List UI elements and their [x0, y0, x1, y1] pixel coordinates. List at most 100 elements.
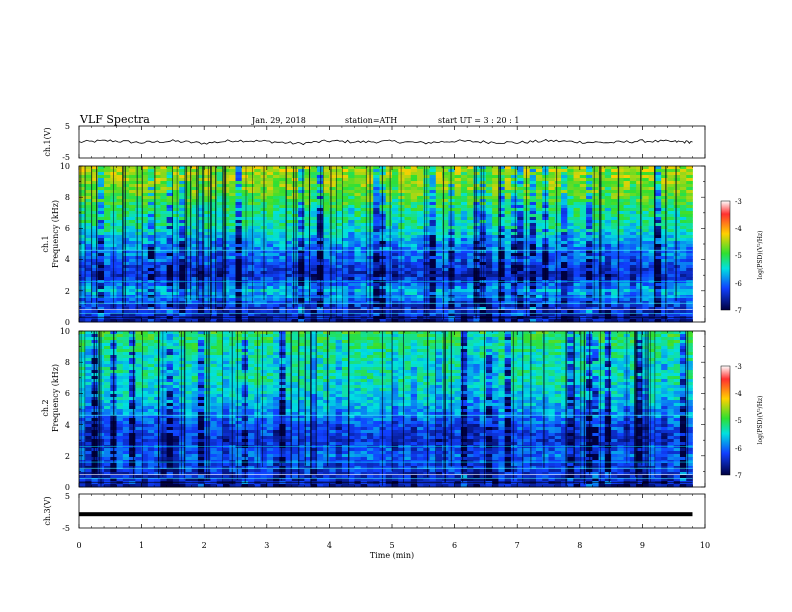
spectrogram-cell — [648, 193, 656, 197]
spectrogram-cell — [104, 304, 111, 308]
spectrogram-cell — [97, 277, 105, 281]
spectrogram-cell — [398, 271, 405, 275]
spectrogram-cell — [561, 268, 568, 272]
spectrogram-cell — [241, 166, 249, 170]
spectrogram-cell — [185, 250, 193, 254]
spectrogram-cell — [154, 292, 161, 296]
spectrogram-cell — [154, 313, 161, 317]
spectrogram-cell — [629, 238, 637, 242]
spectrogram-cell — [360, 274, 368, 278]
spectrogram-cell — [604, 196, 612, 200]
spectrogram-cell — [210, 169, 218, 173]
spectrogram-cell — [442, 313, 449, 317]
spectrogram-cell — [623, 265, 631, 269]
ch1-ytick-top: 5 — [65, 122, 70, 131]
spectrogram-cell — [554, 214, 562, 218]
spectrogram-cell — [104, 220, 111, 224]
spectrogram-cell — [298, 301, 305, 305]
spectrogram-cell — [392, 253, 399, 257]
spectrogram-cell — [629, 223, 637, 227]
spectrogram-cell — [273, 220, 280, 224]
spectrogram-cell — [235, 283, 243, 287]
spectrogram-cell — [686, 175, 693, 179]
spectrogram-cell — [529, 271, 537, 275]
spectrogram-cell — [598, 268, 606, 272]
spectrogram-cell — [135, 223, 142, 227]
spectrogram-cell — [279, 307, 286, 311]
spectrogram-cell — [279, 223, 286, 227]
spectrogram-cell — [617, 175, 625, 179]
spectrogram-cell — [517, 292, 524, 296]
spectrogram-cell — [185, 208, 193, 212]
spectrogram-cell — [179, 304, 186, 308]
spectrogram-cell — [548, 199, 556, 203]
spectrogram-cell — [448, 217, 455, 221]
spectrogram-cell — [204, 253, 211, 257]
spectrogram-cell — [160, 253, 168, 257]
spectrogram-cell — [298, 223, 305, 227]
spectrogram-cell — [160, 298, 168, 302]
spectrogram-cell — [404, 214, 412, 218]
spectrogram-cell — [454, 310, 462, 314]
spectrogram-cell — [229, 256, 236, 260]
spectrogram-cell — [679, 169, 687, 173]
spectrogram-cell — [229, 166, 236, 170]
spectrogram-cell — [623, 244, 631, 248]
spectrogram-cell — [348, 283, 355, 287]
spectrogram-cell — [561, 232, 568, 236]
spectrogram-cell — [360, 214, 368, 218]
spectrogram-cell — [679, 220, 687, 224]
spectrogram-cell — [654, 229, 662, 233]
spectrogram-cell — [510, 298, 518, 302]
spectrogram-cell — [567, 292, 574, 296]
spectrogram-cell — [642, 271, 650, 275]
spectrogram-cell — [454, 184, 462, 188]
spectrogram-cell — [485, 283, 493, 287]
spectrogram-cell — [285, 265, 293, 269]
spectrogram-cell — [417, 166, 424, 170]
spectrogram-cell — [122, 286, 130, 290]
spectrogram-cell — [323, 202, 330, 206]
spectrogram-cell — [147, 220, 155, 224]
spectrogram-cell — [498, 286, 506, 290]
spectrogram-cell — [661, 175, 668, 179]
spectrogram-cell — [479, 277, 487, 281]
spectrogram-cell — [85, 178, 92, 182]
spectrogram-cell — [135, 274, 142, 278]
spectrogram-cell — [636, 169, 643, 173]
spectrogram-cell — [598, 190, 606, 194]
spectrogram-cell — [222, 214, 230, 218]
spectrogram-cell — [673, 301, 681, 305]
spectrogram-cell — [166, 175, 174, 179]
spectrogram-cell — [492, 241, 499, 245]
spectrogram-cell — [435, 235, 443, 239]
spectrogram-cell — [636, 202, 643, 206]
spectrogram-cell — [442, 259, 449, 263]
spectrogram-cell — [222, 253, 230, 257]
spectrogram-cell — [517, 229, 524, 233]
spectrogram-cell — [611, 277, 618, 281]
spectrogram-cell — [479, 175, 487, 179]
spectrogram-cell — [604, 211, 612, 215]
spectrogram-cell — [204, 169, 211, 173]
spectrogram-cell — [492, 274, 499, 278]
spectrogram-cell — [79, 247, 86, 251]
spectrogram-cell — [410, 193, 418, 197]
spectrogram-cell — [185, 259, 193, 263]
spectrogram-cell — [567, 301, 574, 305]
spectrogram-cell — [141, 205, 149, 209]
spectrogram-cell — [417, 169, 424, 173]
spectrogram-cell — [467, 190, 474, 194]
spectrogram-cell — [254, 214, 261, 218]
spectrogram-cell — [592, 232, 599, 236]
spectrogram-cell — [623, 166, 631, 170]
spectrogram-cell — [648, 208, 656, 212]
spectrogram-cell — [154, 223, 161, 227]
spectrogram-cell — [241, 178, 249, 182]
spectrogram-cell — [304, 169, 312, 173]
spectrogram-cell — [354, 301, 362, 305]
spectrogram-cell — [85, 193, 92, 197]
spectrogram-cell — [79, 217, 86, 221]
spectrogram-cell — [248, 181, 255, 185]
spectrogram-cell — [116, 214, 124, 218]
